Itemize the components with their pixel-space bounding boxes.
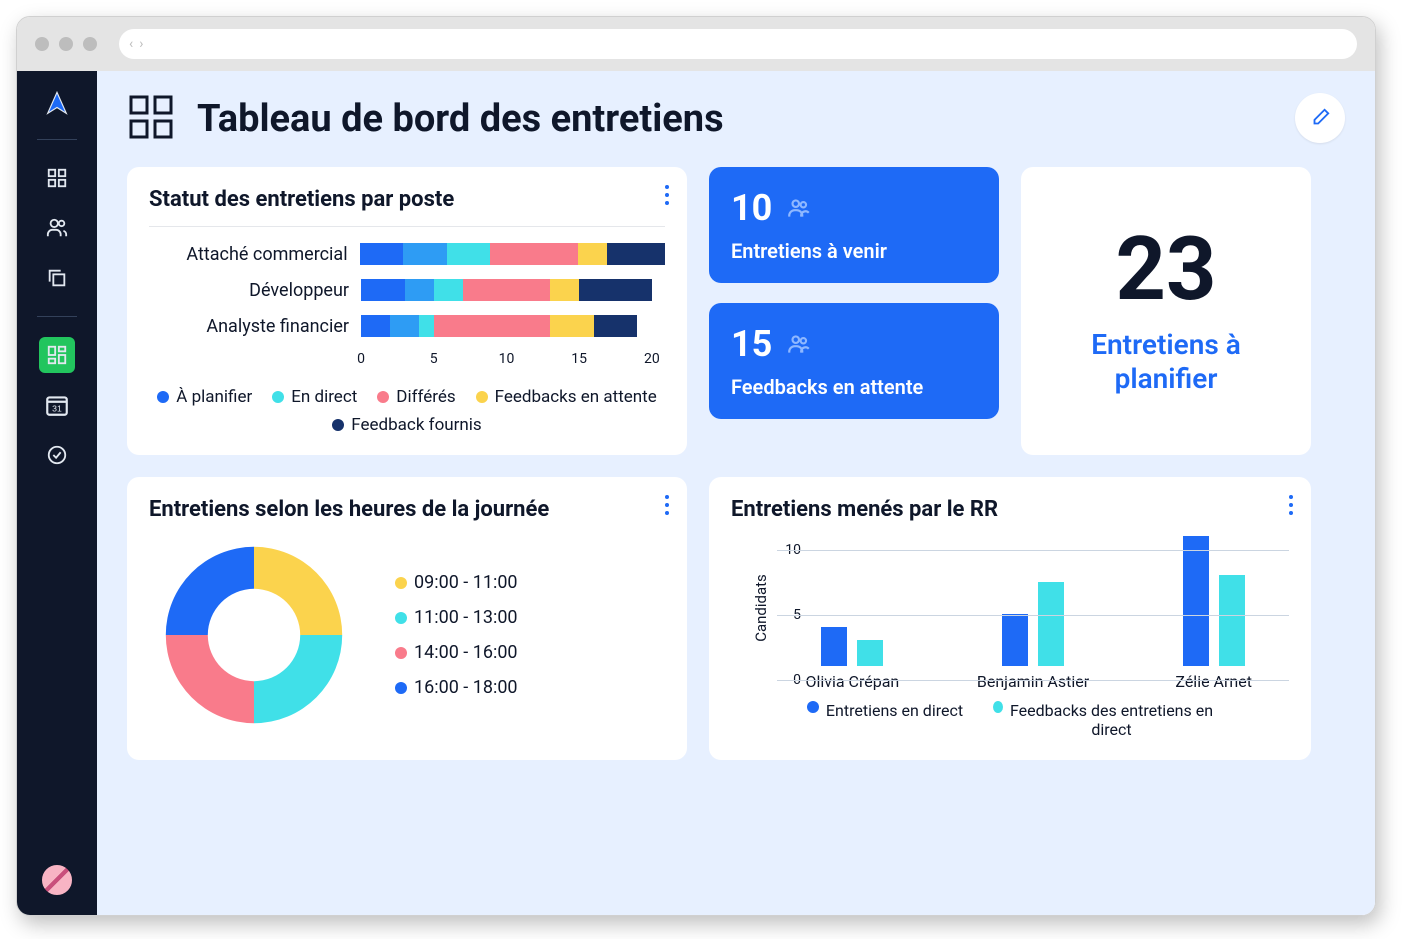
- edit-button[interactable]: [1295, 93, 1345, 143]
- nav-forward-icon[interactable]: ›: [139, 36, 143, 52]
- stat-tile-upcoming[interactable]: 10 Entretiens à venir: [709, 167, 999, 283]
- legend-item: Entretiens en direct: [807, 701, 963, 739]
- gridlines: [777, 550, 1289, 680]
- row-label: Analyste financier: [149, 316, 349, 337]
- browser-window: ‹ › 31: [16, 16, 1376, 916]
- bar-segment: [419, 315, 434, 337]
- rr-chart-card: Entretiens menés par le RR Candidats 051…: [709, 477, 1311, 760]
- bar-segment: [403, 243, 447, 265]
- nav-back-icon[interactable]: ‹: [129, 36, 133, 52]
- legend-item: Feedbacks des entretiens en direct: [993, 701, 1213, 739]
- traffic-light-max[interactable]: [83, 37, 97, 51]
- app-logo[interactable]: [42, 89, 72, 119]
- bar-segment: [405, 279, 434, 301]
- donut-slice: [166, 635, 254, 723]
- bar-segment: [434, 279, 463, 301]
- donut-slice: [254, 635, 342, 723]
- legend-item: 14:00 - 16:00: [395, 642, 518, 663]
- legend-item: Feedbacks en attente: [476, 387, 657, 407]
- sidebar-divider: [37, 139, 77, 140]
- stat-label: Entretiens à venir: [731, 239, 977, 263]
- status-stacked-bar-chart: Attaché commercial Développeur Analyste fi…: [149, 243, 665, 373]
- stacked-bar-row: Analyste financier: [149, 315, 665, 337]
- card-menu-icon[interactable]: [665, 185, 669, 205]
- bar-track: [361, 315, 665, 337]
- stat-tile-feedback-pending[interactable]: 15 Feedbacks en attente: [709, 303, 999, 419]
- sidebar-item-people[interactable]: [39, 210, 75, 246]
- stat-value: 15: [731, 323, 772, 365]
- legend-item: Feedback fournis: [332, 415, 481, 435]
- legend-item: Différés: [377, 387, 455, 407]
- main-content: Tableau de bord des entretiens Statut de…: [97, 71, 1375, 915]
- bar-segment: [550, 315, 594, 337]
- card-menu-icon[interactable]: [1289, 495, 1293, 515]
- legend-item: 09:00 - 11:00: [395, 572, 518, 593]
- sidebar-item-copy[interactable]: [39, 260, 75, 296]
- sidebar-divider: [37, 316, 77, 317]
- sidebar-item-check[interactable]: [39, 437, 75, 473]
- traffic-light-min[interactable]: [59, 37, 73, 51]
- status-chart-title: Statut des entretiens par poste: [149, 187, 665, 212]
- donut-slice: [254, 547, 342, 635]
- stat-tile-to-plan[interactable]: 23 Entretiens à planifier: [1021, 167, 1311, 455]
- row-label: Développeur: [149, 280, 349, 301]
- donut-slice: [166, 547, 254, 635]
- bar-segment: [390, 315, 419, 337]
- bar-segment: [490, 243, 577, 265]
- people-icon: [786, 331, 812, 357]
- legend-item: À planifier: [157, 387, 252, 407]
- stat-label: Feedbacks en attente: [731, 375, 977, 399]
- bar-segment: [607, 243, 665, 265]
- address-bar[interactable]: ‹ ›: [119, 29, 1357, 59]
- bar-segment: [463, 279, 550, 301]
- card-menu-icon[interactable]: [665, 495, 669, 515]
- status-chart-legend: À planifier En direct Différés Feedbacks en…: [149, 387, 665, 435]
- donut-chart: [149, 530, 359, 740]
- page-header: Tableau de bord des entretiens: [127, 93, 1345, 145]
- row-label: Attaché commercial: [149, 244, 348, 265]
- stat-value: 23: [1116, 226, 1217, 314]
- donut-legend: 09:00 - 11:00 11:00 - 13:00 14:00 - 16:00 1…: [395, 572, 518, 698]
- bar-track: [361, 279, 665, 301]
- legend-item: En direct: [272, 387, 357, 407]
- avatar[interactable]: [40, 863, 74, 897]
- dashboard-icon: [127, 93, 175, 145]
- stacked-bar-row: Attaché commercial: [149, 243, 665, 265]
- stacked-bar-row: Développeur: [149, 279, 665, 301]
- sidebar-item-calendar[interactable]: 31: [39, 387, 75, 423]
- sidebar: 31: [17, 71, 97, 915]
- bar-segment: [447, 243, 491, 265]
- bar-track: [360, 243, 665, 265]
- sidebar-item-dashboard[interactable]: [39, 160, 75, 196]
- rr-chart-legend: Entretiens en direct Feedbacks des entret…: [731, 701, 1289, 739]
- page-title: Tableau de bord des entretiens: [197, 97, 724, 141]
- stat-label: Entretiens à planifier: [1041, 328, 1291, 395]
- bar-segment: [550, 279, 579, 301]
- stat-value: 10: [731, 187, 772, 229]
- status-chart-card: Statut des entretiens par poste Attaché …: [127, 167, 687, 455]
- bar-segment: [361, 315, 390, 337]
- bar-segment: [594, 315, 638, 337]
- legend-item: 11:00 - 13:00: [395, 607, 518, 628]
- card-divider: [149, 226, 665, 227]
- bar-segment: [578, 243, 607, 265]
- bar-segment: [360, 243, 404, 265]
- bar-segment: [361, 279, 405, 301]
- hours-chart-title: Entretiens selon les heures de la journé…: [149, 497, 589, 522]
- rr-chart-title: Entretiens menés par le RR: [731, 497, 1289, 522]
- bar-segment: [434, 315, 550, 337]
- people-icon: [786, 195, 812, 221]
- sidebar-item-board-active[interactable]: [39, 337, 75, 373]
- traffic-light-close[interactable]: [35, 37, 49, 51]
- svg-text:31: 31: [52, 404, 62, 414]
- browser-chrome: ‹ ›: [17, 17, 1375, 71]
- bar-segment: [579, 279, 652, 301]
- legend-item: 16:00 - 18:00: [395, 677, 518, 698]
- app-shell: 31 Tableau de bord des entretiens Sta: [17, 71, 1375, 915]
- hours-chart-card: Entretiens selon les heures de la journé…: [127, 477, 687, 760]
